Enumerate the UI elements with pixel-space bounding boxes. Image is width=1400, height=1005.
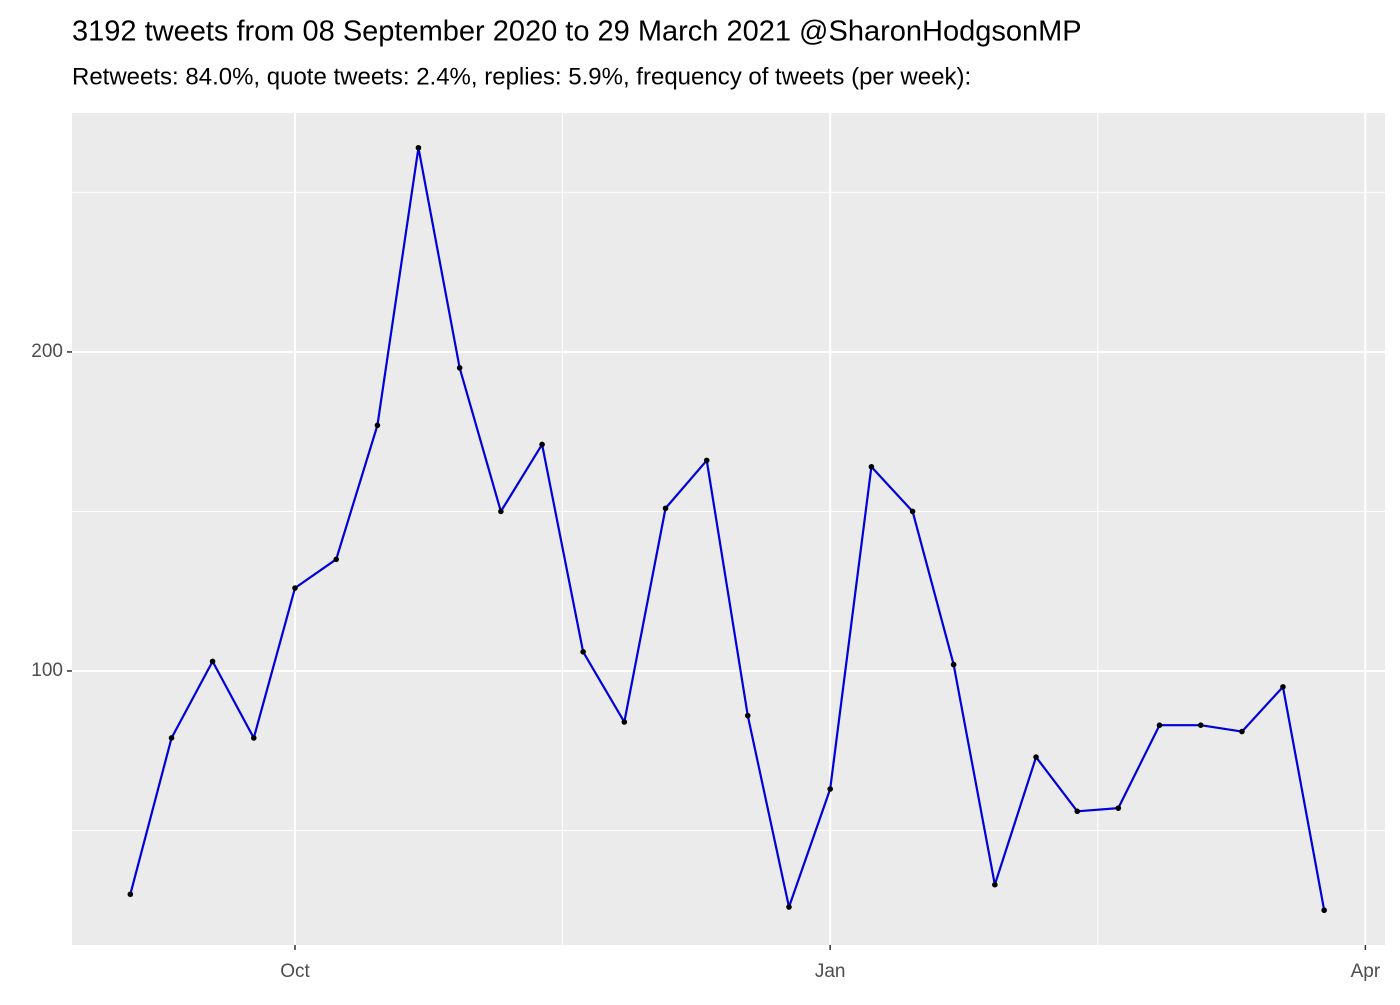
point [1115, 805, 1122, 811]
point [168, 735, 175, 741]
y-tick-label: 100 [31, 660, 63, 681]
chart-title: 3192 tweets from 08 September 2020 to 29… [72, 16, 1082, 48]
point [662, 505, 669, 512]
point [1280, 684, 1286, 690]
point [292, 585, 298, 591]
point [580, 649, 586, 655]
point [1321, 907, 1327, 914]
point [539, 441, 545, 448]
point [786, 904, 792, 910]
x-tick-label: Oct [280, 961, 310, 982]
point [1239, 728, 1245, 735]
point [909, 508, 916, 515]
point [415, 144, 422, 151]
point [950, 661, 957, 668]
point [1197, 722, 1204, 728]
panel-background [72, 113, 1385, 945]
x-tick-label: Apr [1351, 961, 1381, 982]
x-tick-label: Jan [815, 961, 846, 982]
point [621, 719, 628, 725]
y-tick-label: 200 [31, 341, 63, 362]
point [1033, 754, 1039, 760]
line [129, 146, 1326, 911]
grid [72, 113, 1385, 945]
point [744, 712, 751, 719]
point [868, 463, 875, 470]
point [827, 786, 833, 792]
point [498, 508, 504, 515]
point [374, 422, 381, 429]
point [1156, 722, 1163, 728]
point [703, 457, 710, 464]
point [1074, 808, 1081, 815]
point [333, 556, 340, 563]
point [992, 881, 998, 888]
point [209, 658, 216, 665]
chart-subtitle: Retweets: 84.0%, quote tweets: 2.4%, rep… [72, 63, 971, 90]
point [250, 735, 257, 741]
point [127, 891, 134, 898]
point [456, 365, 463, 371]
